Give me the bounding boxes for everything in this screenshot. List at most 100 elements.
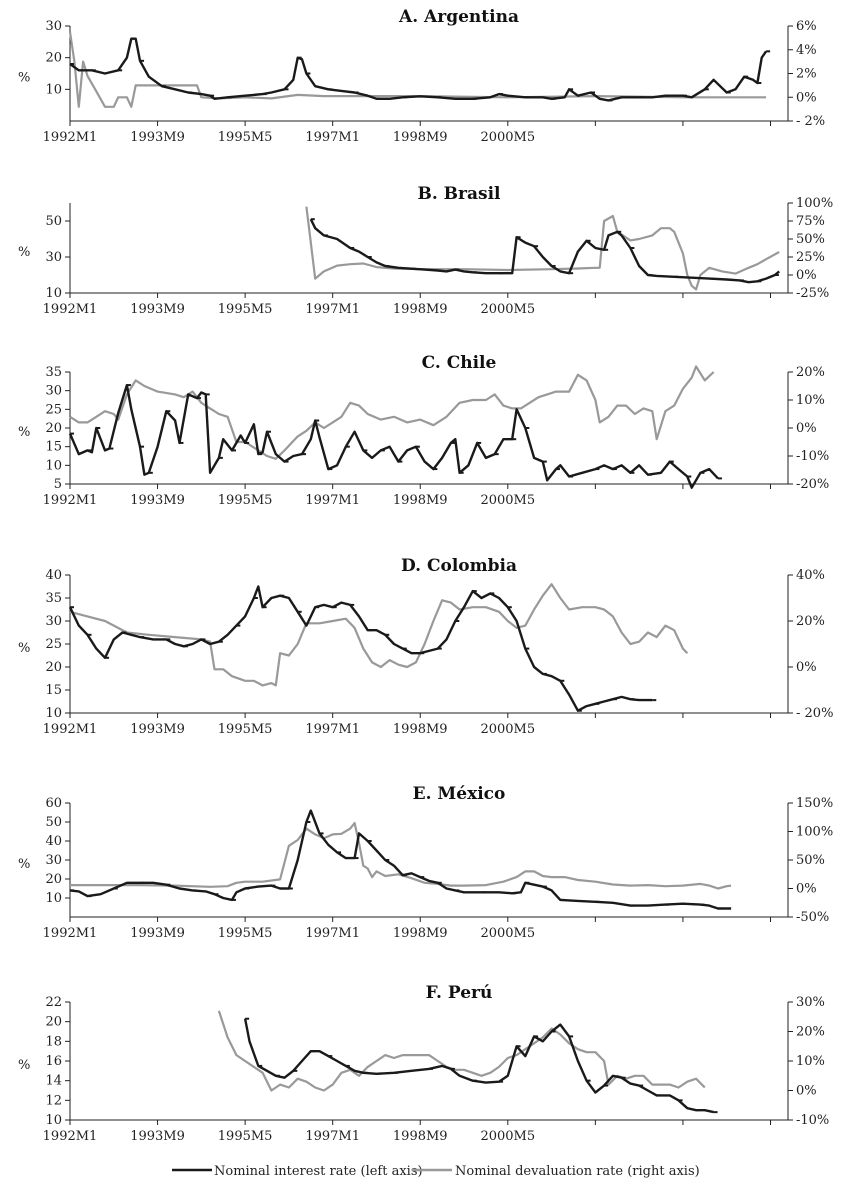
y-right-tick-label: 100%: [796, 196, 833, 211]
y-right-tick-label: -20%: [796, 477, 829, 492]
y-right-tick-label: 4%: [796, 43, 817, 58]
x-tick-label: 2000M5: [480, 493, 535, 508]
y-left-tick-label: 30: [45, 384, 62, 399]
y-left-tick-label: 5: [54, 477, 62, 492]
y-right-tick-label: -25%: [796, 286, 829, 301]
y-right-tick-label: - 20%: [796, 706, 833, 721]
x-tick-label: 1998M9: [393, 130, 448, 145]
y-right-tick-label: 0%: [796, 660, 817, 675]
x-tick-label: 1992M1: [43, 926, 98, 941]
y-left-tick-label: 40: [45, 568, 62, 583]
chart-panel-0: A. Argentina% 10 20 30 - 2% 0% 2% 4% 6% 1992M1 199…: [18, 7, 825, 145]
chart-panel-4: E. México% 10 20 30 40 50 60 -50% 0% 50% 100% 150% 1…: [18, 784, 833, 941]
chart-panel-1: B. Brasil% 10 30 50 -25% 0% 25% 50% 75% 100% 1992M…: [18, 184, 833, 317]
y-right-tick-label: - 2%: [796, 114, 825, 129]
chart-panel-2: C. Chile% 5 10 15 20 25 30 35 -20% -10% 0% 10% 20% 19…: [18, 353, 829, 508]
y-right-tick-label: 50%: [796, 232, 825, 247]
x-tick-label: 1993M9: [130, 302, 185, 317]
x-tick-label: 1998M9: [393, 722, 448, 737]
y-left-tick-label: 10: [45, 286, 62, 301]
y-left-tick-label: 30: [45, 614, 62, 629]
y-left-tick-label: 40: [45, 834, 62, 849]
x-tick-label: 1995M5: [218, 926, 273, 941]
devaluation-rate-line: [70, 821, 732, 890]
y-left-tick-label: 60: [45, 796, 62, 811]
interest-rate-line: [69, 809, 732, 910]
y-left-tick-label: 30: [45, 19, 62, 34]
y-right-tick-label: 40%: [796, 568, 825, 583]
interest-rate-line: [68, 383, 719, 489]
x-tick-label: 1997M1: [305, 926, 360, 941]
x-tick-label: 1998M9: [393, 1129, 448, 1144]
y-axis-label: %: [18, 1058, 30, 1073]
x-tick-label: 1993M9: [130, 493, 185, 508]
y-left-tick-label: 18: [45, 1034, 62, 1049]
y-left-tick-label: 20: [45, 660, 62, 675]
chart-title: D. Colombia: [401, 556, 517, 576]
y-right-tick-label: 10%: [796, 1054, 825, 1069]
chart-title: C. Chile: [422, 353, 497, 373]
devaluation-rate-line: [217, 1010, 706, 1092]
y-right-tick-label: 50%: [796, 853, 825, 868]
interest-rate-line: [309, 218, 780, 284]
y-left-tick-label: 14: [45, 1074, 62, 1089]
y-right-tick-label: 20%: [796, 614, 825, 629]
y-left-tick-label: 35: [45, 591, 62, 606]
y-right-tick-label: 20%: [796, 365, 825, 380]
legend-label-devaluation: Nominal devaluation rate (right axis): [455, 1164, 700, 1179]
x-tick-label: 1992M1: [43, 493, 98, 508]
y-left-tick-label: 35: [45, 365, 62, 380]
y-right-tick-label: -10%: [796, 1113, 829, 1128]
y-left-tick-label: 10: [45, 891, 62, 906]
y-left-tick-label: 50: [45, 815, 62, 830]
y-right-tick-label: 10%: [796, 393, 825, 408]
y-axis-label: %: [18, 71, 30, 86]
x-tick-label: 1995M5: [218, 722, 273, 737]
y-left-tick-label: 30: [45, 853, 62, 868]
y-left-tick-label: 10: [45, 1113, 62, 1128]
y-right-tick-label: 100%: [796, 825, 833, 840]
y-right-tick-label: 2%: [796, 67, 817, 82]
x-tick-label: 1993M9: [130, 130, 185, 145]
y-right-tick-label: 150%: [796, 796, 833, 811]
devaluation-rate-line: [69, 365, 715, 460]
y-axis-label: %: [18, 857, 30, 872]
y-right-tick-label: 0%: [796, 268, 817, 283]
x-tick-label: 1997M1: [305, 722, 360, 737]
legend-label-interest: Nominal interest rate (left axis): [214, 1164, 423, 1179]
interest-rate-line: [68, 585, 653, 712]
y-axis-label: %: [18, 245, 30, 260]
x-tick-label: 1997M1: [305, 1129, 360, 1144]
y-right-tick-label: 25%: [796, 250, 825, 265]
x-tick-label: 1993M9: [130, 1129, 185, 1144]
devaluation-rate-line: [305, 206, 780, 291]
x-tick-label: 1993M9: [130, 926, 185, 941]
x-tick-label: 1993M9: [130, 722, 185, 737]
y-left-tick-label: 20: [45, 872, 62, 887]
chart-title: F. Perú: [426, 983, 493, 1003]
y-right-tick-label: 75%: [796, 214, 825, 229]
x-tick-label: 1997M1: [305, 130, 360, 145]
chart-panels: A. Argentina% 10 20 30 - 2% 0% 2% 4% 6% 1992M1 199…: [18, 7, 833, 1144]
x-tick-label: 1992M1: [43, 1129, 98, 1144]
chart-panel-3: D. Colombia% 10 15 20 25 30 35 40 - 20% 0% 20% 40% 1…: [18, 556, 833, 737]
y-right-tick-label: 20%: [796, 1025, 825, 1040]
y-axis-label: %: [18, 641, 30, 656]
x-tick-label: 1997M1: [305, 493, 360, 508]
x-tick-label: 1992M1: [43, 722, 98, 737]
chart-panel-5: F. Perú% 10 12 14 16 18 20 22 -10% 0% 10% 20% 30% 199…: [18, 983, 829, 1144]
y-right-tick-label: 0%: [796, 90, 817, 105]
x-tick-label: 2000M5: [480, 130, 535, 145]
x-tick-label: 1998M9: [393, 926, 448, 941]
y-left-tick-label: 20: [45, 1015, 62, 1030]
x-tick-label: 1992M1: [43, 302, 98, 317]
x-tick-label: 2000M5: [480, 722, 535, 737]
y-left-tick-label: 10: [45, 82, 62, 97]
y-left-tick-label: 50: [45, 214, 62, 229]
x-tick-label: 1995M5: [218, 493, 273, 508]
y-left-tick-label: 22: [45, 995, 62, 1010]
x-tick-label: 2000M5: [480, 926, 535, 941]
x-tick-label: 1995M5: [218, 1129, 273, 1144]
y-left-tick-label: 20: [45, 421, 62, 436]
